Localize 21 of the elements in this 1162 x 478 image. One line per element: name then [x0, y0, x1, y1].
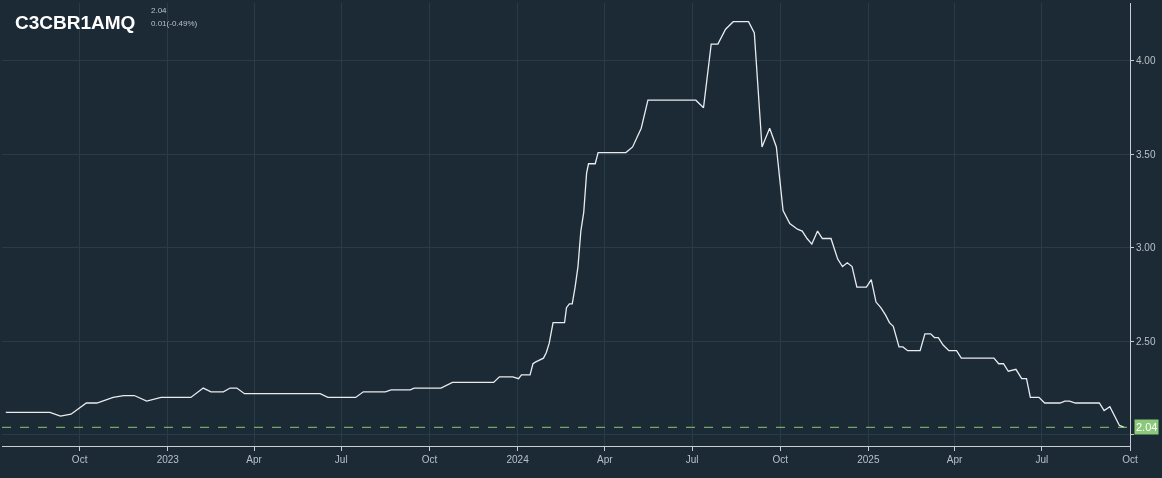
x-tick-label: 2024: [506, 454, 530, 465]
y-tick-label: 3.50: [1136, 148, 1156, 160]
y-tick-label: 2.50: [1136, 335, 1156, 347]
x-tick-label: Oct: [71, 454, 88, 465]
x-tick-label: Oct: [772, 454, 789, 465]
x-tick-label: 2025: [857, 454, 880, 465]
x-tick-label: Apr: [597, 454, 614, 465]
x-tick-label: Jul: [685, 454, 699, 465]
x-tick-label: Apr: [946, 454, 964, 465]
x-tick-label: Oct: [1122, 454, 1138, 465]
x-tick-label: 2023: [156, 454, 180, 465]
x-tick-label: Oct: [421, 454, 438, 465]
text: C3CBR1AMQ: [15, 12, 136, 33]
ref-line-label: 2.04: [1136, 421, 1158, 433]
x-tick-label: Jul: [334, 454, 348, 465]
y-tick-label: 4.00: [1136, 55, 1156, 67]
annotation: 0.01(-0.49%): [151, 19, 198, 28]
x-tick-label: Apr: [246, 454, 263, 465]
x-tick-label: Jul: [1035, 454, 1049, 465]
y-tick-label: 3.00: [1136, 242, 1156, 254]
chart-subtitle: 2.04: [151, 6, 168, 15]
